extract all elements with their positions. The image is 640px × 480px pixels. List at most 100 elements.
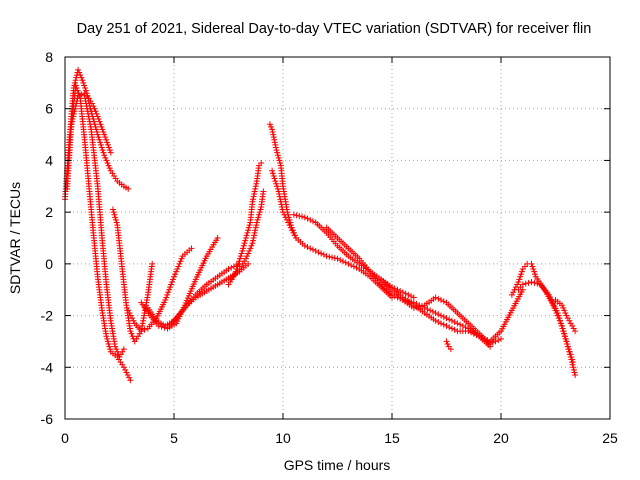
data-point (171, 273, 177, 280)
data-point (348, 262, 355, 269)
data-point (129, 315, 136, 322)
data-point (440, 321, 447, 328)
data-point (168, 281, 175, 288)
data-point (570, 364, 577, 371)
data-point (275, 154, 282, 161)
data-point (289, 227, 296, 234)
data-point (564, 315, 571, 322)
data-point (272, 178, 279, 185)
data-point (84, 105, 91, 112)
y-tick-label: -4 (41, 359, 54, 375)
data-point (558, 322, 565, 329)
data-point (91, 105, 98, 112)
data-point (569, 322, 576, 329)
data-point (337, 256, 344, 263)
data-point (291, 232, 298, 239)
data-point (125, 185, 132, 192)
data-point (508, 291, 515, 298)
data-point (76, 92, 83, 99)
data-point (130, 317, 137, 324)
data-point (242, 237, 249, 244)
data-point (270, 134, 277, 141)
data-point (100, 149, 107, 156)
data-point (256, 209, 263, 216)
data-point (274, 152, 281, 159)
data-point (109, 206, 116, 213)
data-point (518, 268, 525, 275)
data-point (78, 74, 85, 81)
data-point (510, 289, 517, 296)
data-point (571, 369, 578, 376)
data-point (283, 216, 290, 223)
data-point (165, 289, 172, 296)
data-point (76, 69, 83, 76)
y-tick-label: -2 (41, 308, 54, 324)
data-point (531, 268, 538, 275)
x-tick-label: 20 (493, 430, 509, 446)
data-point (94, 131, 101, 138)
data-point (443, 315, 450, 322)
data-point (438, 297, 445, 304)
data-point (269, 128, 276, 135)
data-point (107, 149, 114, 156)
data-point (554, 309, 561, 316)
data-point (251, 232, 258, 239)
data-point (271, 139, 278, 146)
data-point (228, 264, 235, 271)
data-point (112, 216, 119, 223)
data-point (556, 315, 563, 322)
x-tick-label: 15 (384, 430, 400, 446)
data-point (277, 198, 284, 205)
data-point (149, 260, 156, 267)
data-point (427, 307, 434, 314)
data-point (103, 333, 110, 340)
series-arc-8 (144, 260, 243, 329)
axis-ticks: 0 5 10 15 20 25 -6 -4 -2 0 2 4 6 8 (41, 49, 618, 446)
y-tick-label: 6 (45, 101, 53, 117)
data-point (119, 348, 126, 355)
data-point (83, 100, 90, 107)
data-point (104, 338, 111, 345)
data-point (243, 232, 250, 239)
data-point (567, 351, 574, 358)
data-point (127, 377, 134, 384)
data-point (172, 271, 179, 278)
plot-frame (64, 56, 611, 420)
series-arc-6 (125, 245, 195, 335)
data-point (440, 298, 447, 305)
data-point (163, 294, 170, 301)
data-point (178, 255, 185, 262)
data-point (567, 320, 574, 327)
data-point (320, 251, 327, 258)
data-point (102, 154, 109, 161)
data-point (315, 249, 322, 256)
data-point (269, 167, 276, 174)
y-tick-label: 4 (45, 152, 53, 168)
data-point (457, 321, 464, 328)
data-point (74, 87, 81, 94)
data-point (268, 123, 275, 130)
data-point (424, 306, 431, 313)
data-point (88, 100, 95, 107)
data-point (492, 338, 499, 345)
data-point (101, 152, 108, 159)
data-point (95, 134, 102, 141)
data-point (92, 108, 99, 115)
data-point (498, 335, 504, 342)
x-axis-label: GPS time / hours (284, 457, 391, 473)
data-point (116, 353, 123, 360)
data-point (104, 141, 111, 148)
series-arc-12 (266, 121, 300, 241)
data-point (170, 276, 177, 283)
data-point (271, 136, 278, 143)
data-point (245, 224, 252, 231)
data-point (342, 259, 349, 266)
data-point (296, 213, 303, 220)
data-point (309, 218, 316, 225)
data-point (82, 97, 89, 104)
data-point (495, 337, 502, 344)
data-point (104, 335, 111, 342)
data-point (102, 134, 109, 141)
y-tick-label: 8 (45, 49, 53, 65)
data-point (244, 229, 251, 236)
